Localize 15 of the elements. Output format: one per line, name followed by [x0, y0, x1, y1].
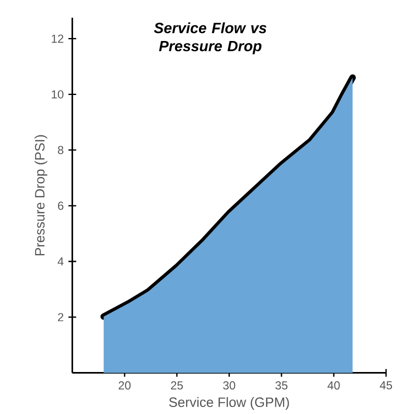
y-tick-label: 10: [52, 90, 64, 98]
y-tick-label: 4: [58, 257, 64, 266]
x-tick-label: 30: [223, 381, 236, 390]
y-tick-label: 2: [58, 313, 64, 322]
y-axis-title: Pressure Drop (PSI): [34, 135, 48, 256]
y-tick-label: 6: [58, 202, 64, 210]
x-tick-label: 20: [118, 381, 131, 390]
x-tick-label: 35: [276, 381, 288, 390]
y-tick-label: 8: [58, 146, 64, 154]
y-tick-label: 12: [52, 34, 64, 43]
x-tick-label: 40: [328, 381, 340, 390]
x-axis-title: Service Flow (GPM): [169, 397, 289, 410]
x-tick-label: 45: [380, 381, 392, 390]
x-tick-label: 25: [171, 381, 183, 390]
text: Service Flow vs Pressure Drop: [154, 22, 266, 54]
